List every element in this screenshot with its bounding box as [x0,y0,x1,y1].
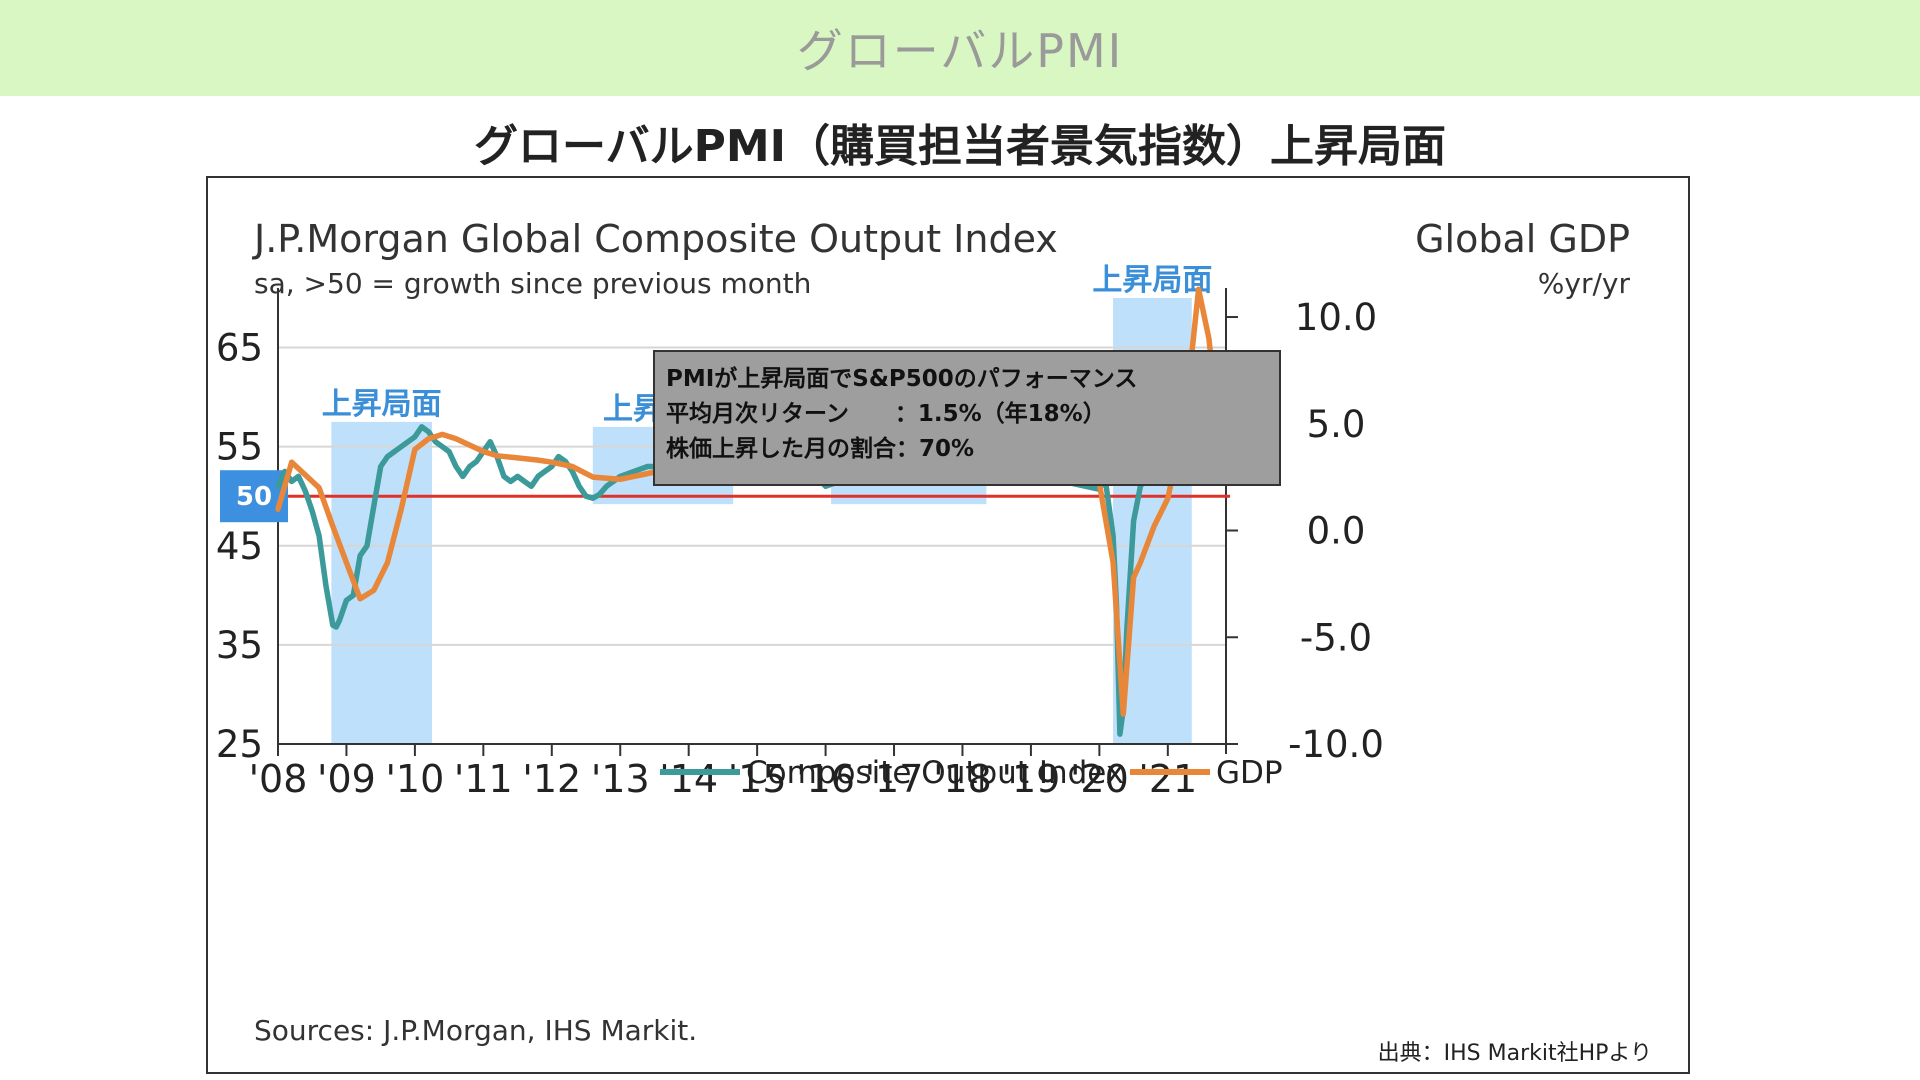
phase-bands: 上昇局面上昇局面上昇局面上昇局面 [322,263,1212,744]
y-right-tick-5.0: 5.0 [1307,403,1366,446]
x-tick-2020: '20 [1070,757,1129,801]
x-tick-2009: '09 [317,757,376,801]
x-tick-2015: '15 [728,757,787,801]
y-left-tick-25: 25 [216,723,263,766]
chart-svg: J.P.Morgan Global Composite Output Index… [216,217,1652,1066]
phase-label-4: 上昇局面 [1092,263,1212,298]
reference-line-group: 50 [220,470,1230,523]
chart-subtitle: sa, >50 = growth since previous month [254,267,811,300]
y-left-tick-55: 55 [216,426,263,469]
legend-label-composite: Composite Output Index [746,755,1124,791]
x-tick-2012: '12 [522,757,581,801]
sources-note: Sources: J.P.Morgan, IHS Markit. [254,1014,697,1047]
phase-label-1: 上昇局面 [322,387,442,422]
legend: Composite Output Index GDP [660,755,1283,791]
x-tick-2008: '08 [249,757,308,801]
y-right-tick-10.0: 10.0 [1295,296,1377,339]
chart-frame: J.P.Morgan Global Composite Output Index… [206,176,1690,1074]
legend-label-gdp: GDP [1216,755,1283,791]
credit-note: 出典：IHS Markit社HPより [1378,1041,1652,1066]
axes: -10.0 -5.0 0.0 5.0 10.0 '08'09'10'11'12'13'14… [249,288,1384,801]
reference-badge [220,470,288,523]
x-tick-2010: '10 [385,757,444,801]
y-right-tick--5.0: -5.0 [1300,616,1372,659]
slide-title: グローバルPMI（購買担当者景気指数）上昇局面 [474,121,1446,172]
y-left-tick-65: 65 [216,327,263,370]
x-tick-2014: '14 [659,757,718,801]
x-tick-2016: '16 [796,757,855,801]
x-tick-2011: '11 [454,757,513,801]
right-axis-title: Global GDP [1415,217,1630,261]
annotation-box: PMIが上昇局面でS&P500のパフォーマンス 平均月次リターン ：1.5%（年… [653,350,1281,486]
x-tick-2017: '17 [865,757,924,801]
x-tick-2021: '21 [1138,757,1197,801]
x-tick-2019: '19 [1002,757,1061,801]
x-tick-2013: '13 [591,757,650,801]
chart-title: J.P.Morgan Global Composite Output Index [252,217,1058,261]
annotation-line-1: PMIが上昇局面でS&P500のパフォーマンス [666,365,1137,392]
header-banner: グローバルPMI [0,0,1920,96]
y-left-tick-45: 45 [216,525,263,568]
annotation-line-2: 平均月次リターン ：1.5%（年18%） [666,400,1106,427]
banner-title: グローバルPMI [796,24,1124,78]
annotation-line-3: 株価上昇した月の割合：70% [666,435,974,462]
y-left-tick-35: 35 [216,624,263,667]
y-right-tick-0.0: 0.0 [1307,510,1366,553]
y-right-tick--10.0: -10.0 [1288,723,1384,766]
right-axis-unit: %yr/yr [1538,267,1631,300]
x-tick-2018: '18 [933,757,992,801]
reference-badge-label: 50 [236,482,272,512]
